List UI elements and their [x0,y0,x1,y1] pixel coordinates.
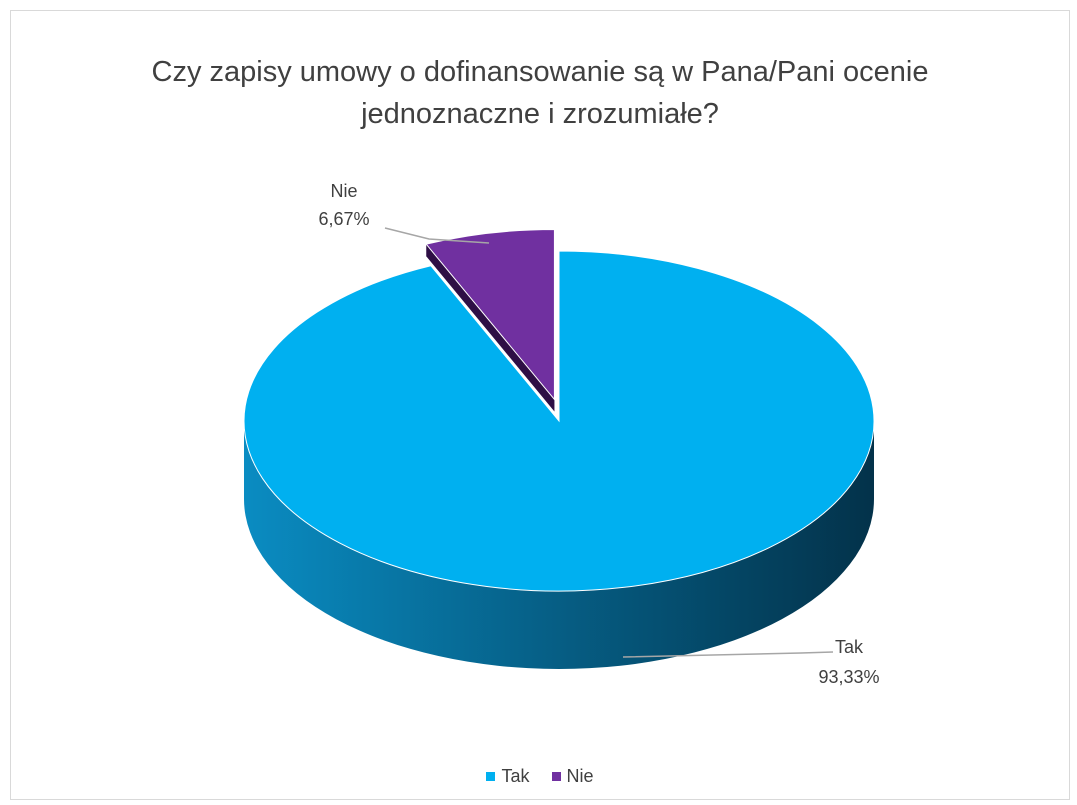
pie-slice-tak [243,250,875,592]
pie-side-tak [244,421,874,669]
legend-swatch-tak [486,772,496,781]
pie-slice-nie [425,228,555,401]
legend: Tak Nie [11,766,1069,787]
chart-title-line-1: Czy zapisy umowy o dofinansowanie są w P… [151,56,929,88]
legend-swatch-nie [551,772,561,781]
pie-chart: Nie 6,67% Tak 93,33% [243,181,880,687]
pie-cutface-nie [426,244,555,412]
legend-item-tak[interactable]: Tak [486,766,530,787]
leader-line-tak [622,651,834,658]
pie-layer [243,228,875,669]
slice-label-nie-category: Nie [330,181,357,201]
label-layer: Nie 6,67% Tak 93,33% [318,181,879,687]
chart-title-line-2: jednoznaczne i zrozumiałe? [361,98,719,130]
chart-title: Czy zapisy umowy o dofinansowanie są w P… [11,51,1069,135]
slice-label-nie-value: 6,67% [318,209,369,229]
leader-line-nie [384,227,490,244]
slice-label-tak-value: 93,33% [818,667,879,687]
chart-area: Czy zapisy umowy o dofinansowanie są w P… [10,10,1070,800]
slice-label-tak-category: Tak [835,637,864,657]
legend-item-nie[interactable]: Nie [551,766,594,787]
legend-label-nie: Nie [566,766,594,786]
legend-label-tak: Tak [501,766,530,786]
